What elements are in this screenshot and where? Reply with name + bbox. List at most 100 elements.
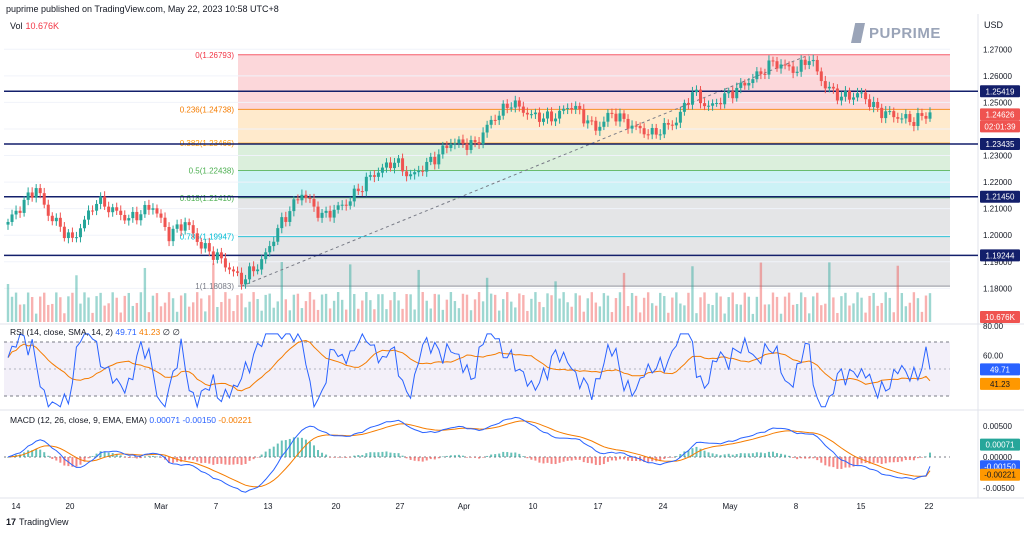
candle-body [852, 97, 856, 100]
candle-body [368, 175, 372, 177]
macd-histogram-bar [848, 457, 851, 468]
candle-body [634, 125, 638, 127]
candle-body [815, 59, 819, 72]
macd-histogram-bar [284, 440, 287, 457]
macd-histogram-bar [35, 449, 38, 457]
macd-histogram-bar [425, 457, 428, 461]
macd-histogram-bar [751, 453, 754, 457]
macd-histogram-bar [168, 457, 171, 463]
candle-body [546, 111, 550, 119]
macd-histogram-bar [614, 457, 617, 461]
macd-histogram-bar [413, 457, 416, 461]
volume-bar [848, 305, 851, 322]
candle-body [316, 206, 320, 218]
candle-body [856, 93, 860, 98]
volume-bar [812, 296, 815, 322]
macd-hist-badge-bg [980, 438, 1020, 451]
macd-histogram-bar [651, 457, 654, 462]
candle-body [268, 246, 272, 253]
candle-body [586, 120, 590, 124]
volume-bar [900, 293, 904, 322]
macd-histogram-bar [208, 457, 211, 464]
time-tick-label: 27 [396, 502, 405, 511]
candle-body [78, 228, 82, 238]
volume-bar [272, 307, 275, 322]
volume-bar [723, 313, 726, 322]
candle-body [384, 162, 388, 168]
macd-histogram-bar [618, 457, 621, 460]
volume-bar [642, 297, 646, 322]
macd-histogram-bar [433, 457, 436, 460]
candle-body [461, 139, 465, 144]
macd-histogram-bar [204, 457, 207, 463]
volume-bar [461, 293, 465, 322]
candle-body [167, 226, 171, 242]
candle-body [864, 92, 868, 100]
candle-body [240, 272, 244, 285]
macd-histogram-bar [590, 457, 593, 464]
candle-body [731, 91, 735, 99]
candle-body [735, 87, 739, 99]
macd-histogram-bar [51, 457, 54, 460]
rsi-legend[interactable]: RSI (14, close, SMA, 14, 2) 49.71 41.23 … [10, 327, 180, 338]
macd-histogram-bar [272, 446, 275, 457]
level-badge: 1.21450 [986, 193, 1015, 202]
candle-body [694, 89, 698, 93]
macd-histogram-bar [888, 457, 891, 463]
macd-legend[interactable]: MACD (12, 26, close, 9, EMA, EMA) 0.0007… [10, 415, 252, 425]
macd-histogram-bar [856, 457, 859, 465]
volume-bar [530, 298, 533, 322]
candle-body [26, 192, 30, 200]
rsi-ma-badge: 41.23 [990, 380, 1011, 389]
volume-bar [820, 305, 823, 322]
macd-histogram-bar [232, 457, 235, 465]
macd-histogram-bar [498, 453, 501, 457]
candle-body [847, 90, 851, 100]
volume-bar [912, 292, 916, 322]
macd-histogram-bar [844, 457, 847, 468]
macd-histogram-bar [276, 443, 279, 457]
volume-bar [155, 293, 159, 322]
volume-bar [578, 295, 581, 322]
puprime-logo-text: PUPRIME [869, 24, 941, 42]
candle-body [654, 127, 658, 135]
volume-bar [99, 292, 102, 322]
current-price-badge-bg [980, 108, 1020, 121]
candle-body [235, 271, 239, 273]
candle-body [99, 196, 103, 204]
volume-bar [510, 301, 513, 322]
price-tick-label: 1.23000 [983, 152, 1012, 161]
macd-histogram-bar [143, 456, 146, 458]
macd-histogram-bar [872, 457, 875, 463]
volume-bar [373, 309, 376, 322]
candle-body [646, 134, 650, 136]
candle-body [360, 191, 364, 193]
macd-histogram-bar [457, 454, 460, 457]
price-badges: 1.25419 1.23435 1.21450 1.19244 1.24626 02:01… [980, 85, 1020, 481]
volume-bar [232, 311, 235, 322]
macd-histogram-bar [723, 454, 726, 457]
volume-label: Vol [10, 21, 23, 31]
macd-histogram-bar [377, 452, 380, 457]
volume-bar [18, 304, 22, 322]
price-tick-label: 1.26000 [983, 72, 1012, 81]
volume-bar [349, 264, 352, 322]
candle-body [388, 162, 392, 169]
macd-histogram-bar [647, 457, 650, 463]
puprime-logo-icon [851, 23, 865, 43]
rsi-legend-value: 49.71 [115, 327, 137, 337]
macd-histogram-bar [357, 455, 360, 457]
volume-bar [570, 306, 573, 322]
candle-body [58, 217, 62, 227]
macd-histogram-bar [582, 457, 585, 463]
volume-bar [695, 313, 698, 322]
fib-zone [238, 54, 950, 110]
horizontal-levels[interactable] [4, 90, 978, 257]
volume-bar [526, 310, 529, 322]
volume-bar [91, 312, 94, 322]
macd-histogram-bar [127, 457, 130, 458]
macd-histogram-bar [570, 457, 573, 461]
volume-bar [421, 292, 424, 322]
volume-bar [236, 295, 239, 322]
